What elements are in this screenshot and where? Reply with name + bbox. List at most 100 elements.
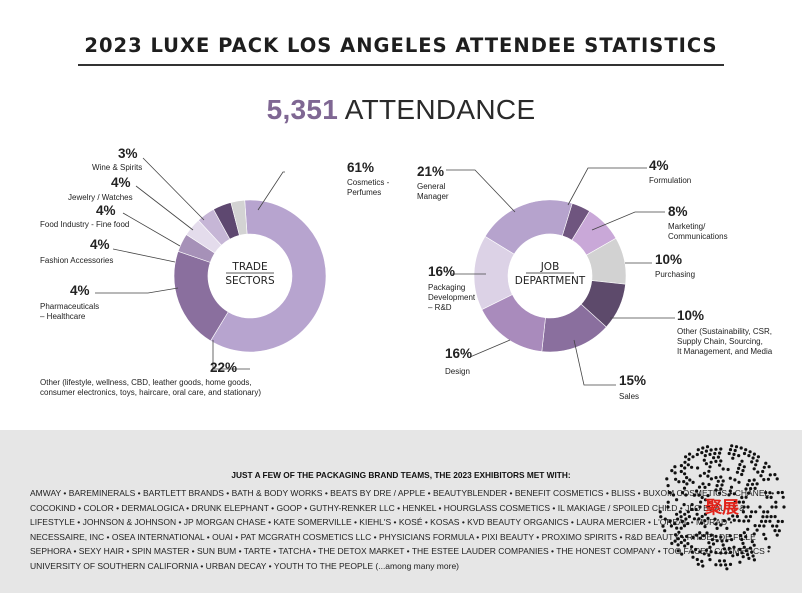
qr-dot (683, 472, 687, 476)
qr-dot (713, 517, 717, 521)
qr-dot (742, 505, 746, 509)
qr-dot (744, 487, 748, 491)
qr-dot (732, 518, 736, 522)
qr-dot (753, 524, 757, 528)
qr-dot (728, 489, 732, 493)
qr-dot (775, 533, 779, 537)
qr-dot (700, 495, 704, 500)
trade-sectors-donut: TRADE SECTORS 61% Cosmetics -Perfumes 22% Oth… (40, 146, 390, 397)
slice-label: General (417, 182, 446, 191)
qr-dot (699, 500, 703, 504)
qr-dot (668, 519, 672, 523)
qr-dot (697, 493, 701, 497)
donut-center-label: SECTORS (225, 275, 275, 287)
qr-dot (709, 477, 713, 481)
donut-center-label: DEPARTMENT (515, 275, 586, 287)
qr-dot (659, 515, 663, 519)
qr-dot (679, 534, 684, 538)
qr-dot (769, 495, 773, 499)
qr-dot (707, 500, 711, 504)
qr-dot (709, 448, 713, 452)
qr-dot (698, 536, 702, 540)
qr-dot (764, 461, 768, 465)
qr-dot (703, 485, 707, 489)
qr-dot (782, 505, 786, 509)
qr-dot (751, 554, 755, 558)
leader-line (257, 171, 285, 211)
slice-label: – Healthcare (40, 312, 86, 321)
qr-dot (714, 459, 718, 463)
slice-percent: 4% (90, 237, 110, 252)
qr-dot (691, 455, 695, 459)
qr-dot (686, 510, 690, 514)
qr-dot (738, 560, 742, 564)
slice-label: Packaging (428, 283, 465, 292)
qr-dot (722, 559, 726, 563)
qr-dot (741, 555, 745, 559)
qr-dot (695, 452, 699, 457)
qr-dot (665, 477, 669, 481)
qr-dot (742, 519, 746, 523)
qr-dot (740, 472, 744, 477)
qr-dot (701, 446, 705, 450)
qr-dot (773, 515, 777, 519)
qr-dot (703, 498, 708, 502)
leader-line (212, 340, 250, 370)
qr-dot (775, 524, 779, 528)
qr-dot (768, 519, 772, 523)
slice-label: Pharmaceuticals (40, 302, 99, 311)
qr-dot (744, 549, 748, 553)
qr-dot (724, 551, 728, 555)
slice-percent: 4% (111, 175, 131, 190)
qr-dot (683, 466, 687, 470)
qr-dot (680, 552, 684, 556)
qr-dot (757, 524, 762, 528)
qr-dot (738, 463, 742, 467)
slice-label: Marketing/ (668, 222, 706, 231)
slice-label: consumer electronics, toys, haircare, or… (40, 388, 261, 397)
qr-dot (673, 522, 677, 526)
slice-label: Food Industry - Fine food (40, 220, 129, 229)
qr-dot (708, 545, 712, 549)
qr-dot (709, 460, 713, 464)
qr-dot (719, 459, 723, 463)
qr-dot (698, 505, 702, 509)
qr-dot (752, 452, 756, 456)
qr-dot (768, 491, 772, 495)
qr-dot (741, 500, 745, 504)
qr-dot (766, 477, 770, 481)
qr-dot (750, 460, 754, 464)
qr-dot (682, 524, 687, 528)
donut-slice (230, 199, 248, 236)
slice-percent: 4% (649, 158, 669, 173)
qr-dot (737, 519, 741, 523)
qr-dot (771, 524, 775, 528)
slice-percent: 16% (445, 346, 472, 361)
qr-dot (670, 469, 674, 473)
qr-dot (719, 523, 723, 527)
slice-label: Formulation (649, 176, 691, 185)
qr-dot (675, 498, 679, 502)
slice-label: Communications (668, 232, 728, 241)
qr-dot (773, 529, 777, 533)
qr-dot (764, 519, 768, 523)
qr-dot (728, 534, 732, 538)
qr-dot (714, 476, 718, 480)
qr-dot (720, 483, 724, 487)
qr-dot (762, 532, 766, 536)
qr-dot (675, 512, 679, 516)
qr-dot (769, 515, 773, 519)
qr-dot (735, 470, 739, 474)
qr-dot (770, 505, 774, 509)
qr-dot (715, 484, 719, 488)
qr-dot (774, 500, 778, 504)
qr-dot (747, 491, 751, 495)
qr-dot (686, 521, 690, 526)
qr-dot (718, 559, 722, 563)
qr-dot (675, 526, 679, 530)
qr-dot (750, 540, 754, 544)
qr-dot (712, 456, 716, 460)
qr-dot (663, 529, 667, 533)
qr-dot (692, 517, 696, 521)
qr-dot (727, 517, 731, 521)
